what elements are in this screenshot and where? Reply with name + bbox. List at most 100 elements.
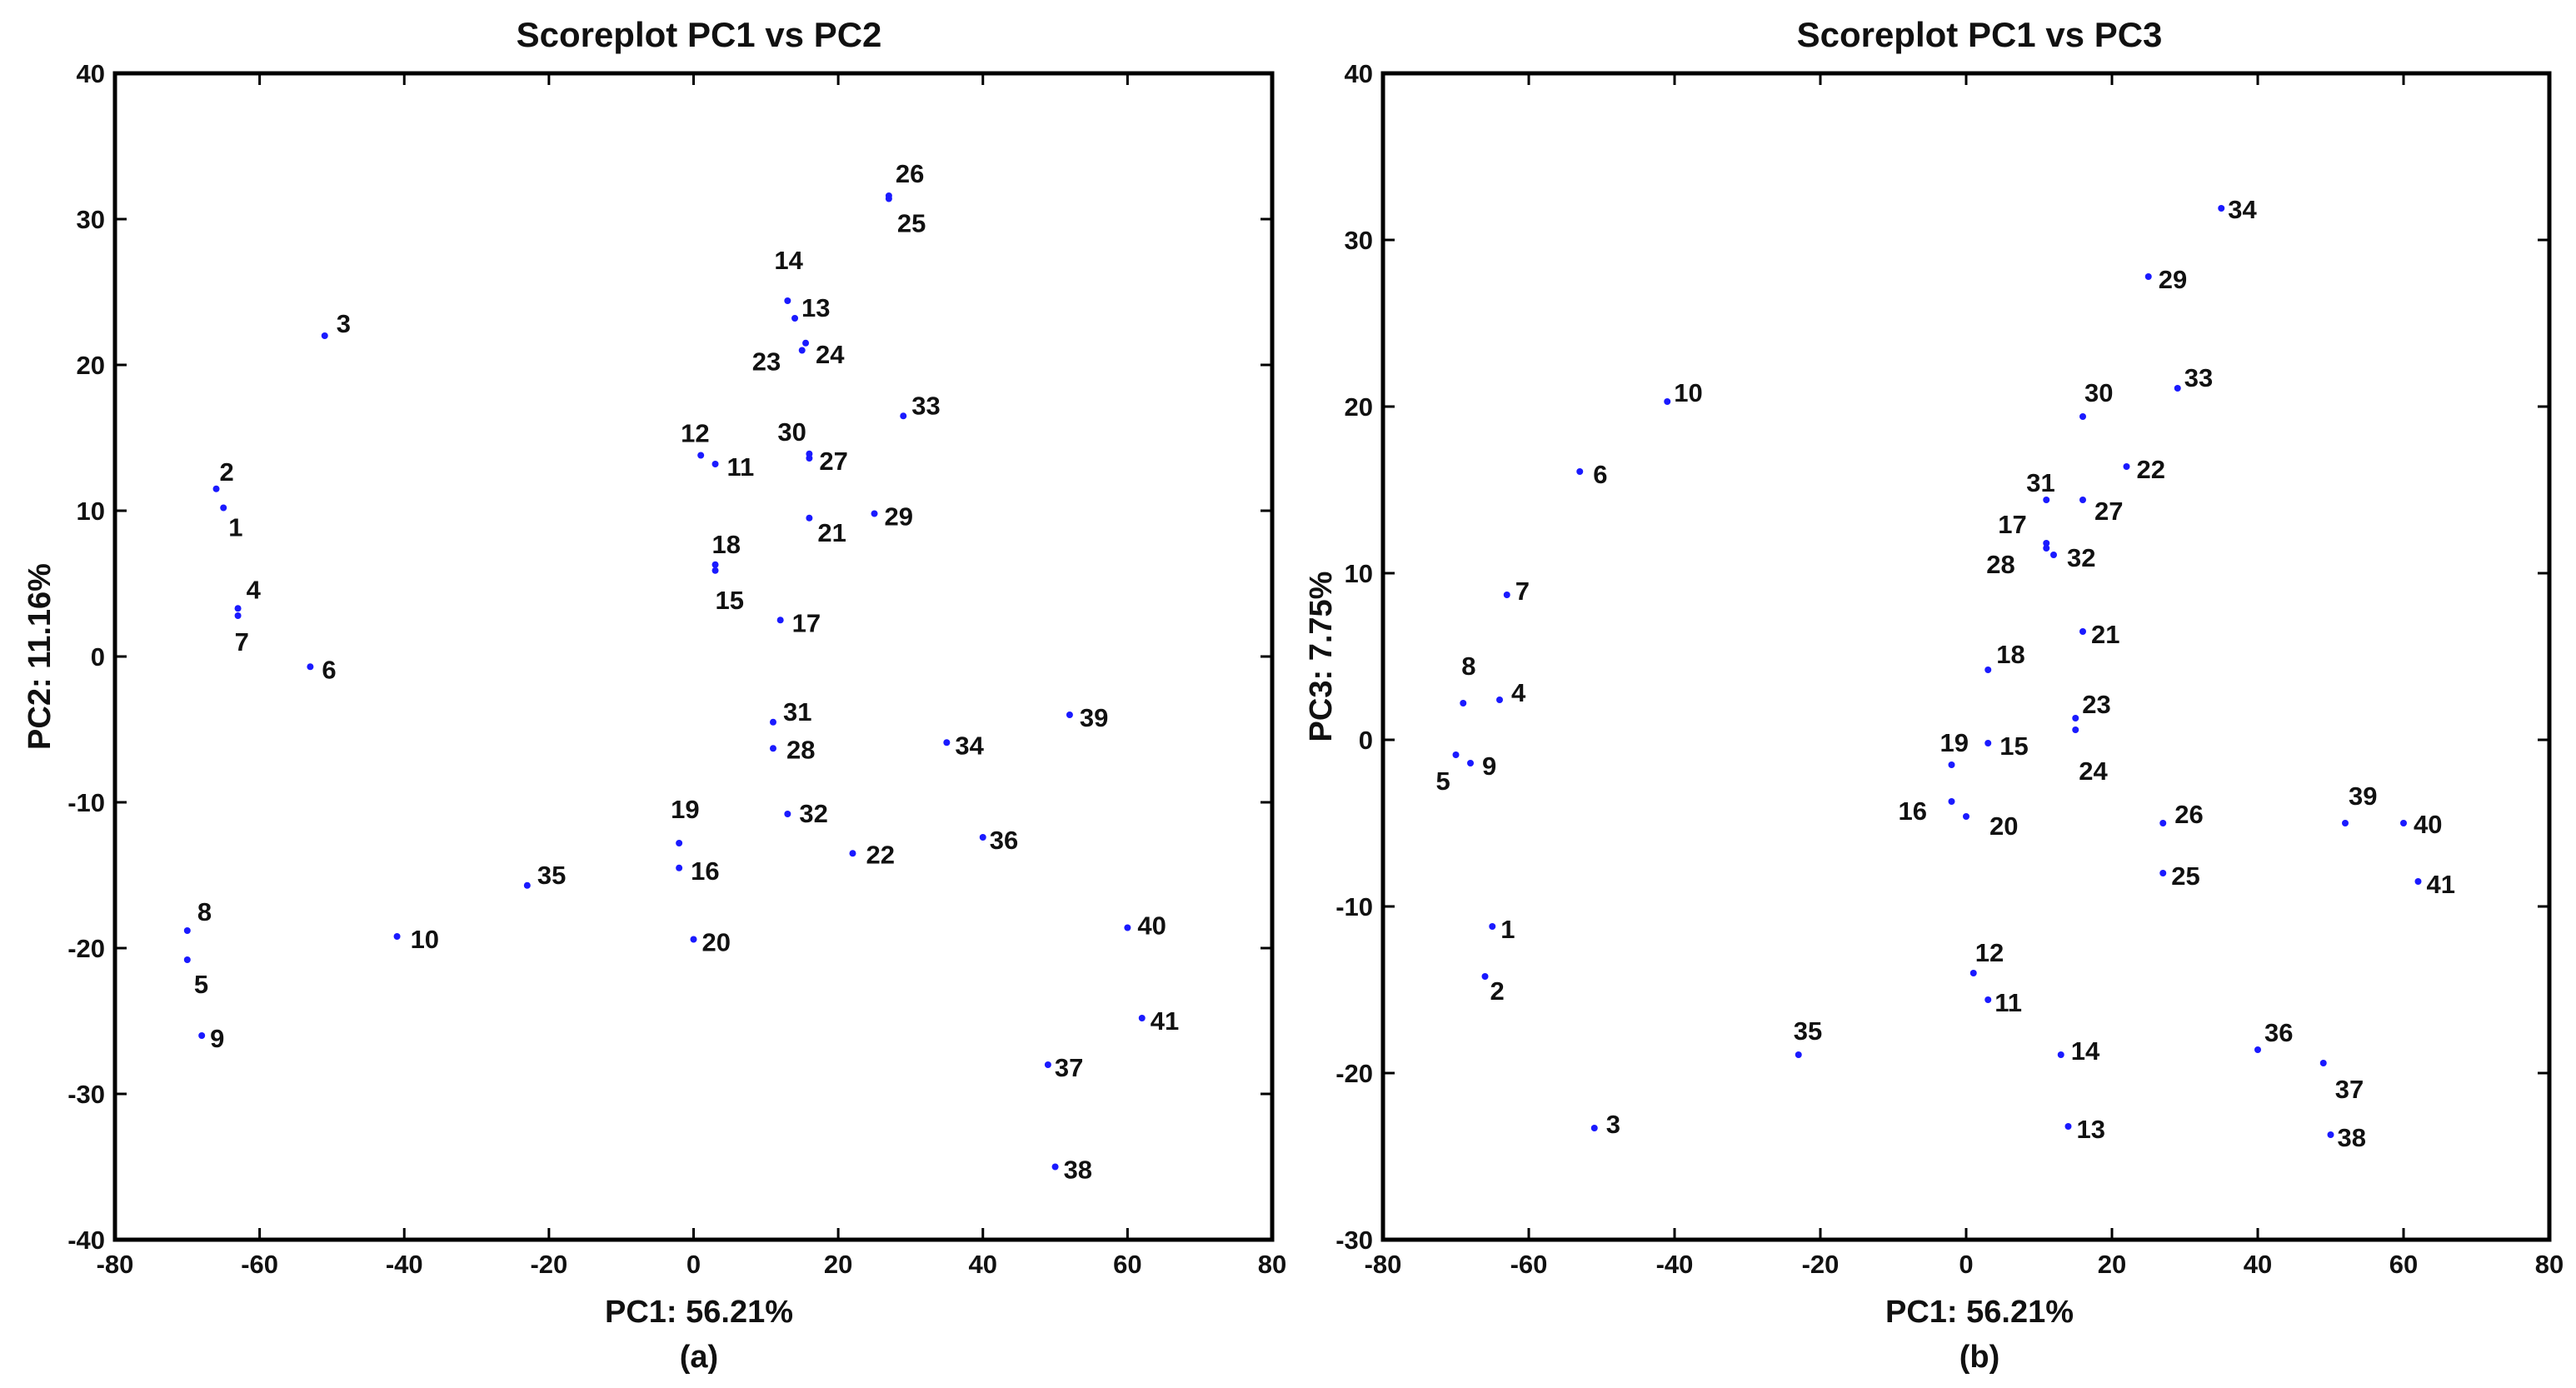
data-point-13 [2064,1123,2072,1130]
data-point-21 [2079,628,2086,635]
data-point-34 [2218,205,2225,212]
data-label-27: 27 [819,447,847,476]
data-label-20: 20 [1989,811,2018,841]
data-point-9 [198,1032,206,1039]
axis-ticks: -80 -60 -40 -20 0 20 40 60 80 -40 -30 -20 -10 0 10 20 30… [67,59,1286,1279]
data-point-26 [885,192,892,199]
data-label-12: 12 [1975,938,2004,967]
data-label-39: 39 [2349,781,2377,811]
data-point-21 [806,514,813,522]
data-point-38 [1051,1163,1059,1171]
data-label-22: 22 [2137,455,2165,484]
data-label-8: 8 [1461,652,1475,681]
data-label-29: 29 [885,502,913,532]
data-label-1: 1 [1500,915,1515,944]
data-label-38: 38 [1064,1156,1092,1185]
chart-title: Scoreplot PC1 vs PC3 [1797,15,2163,54]
data-label-20: 20 [702,928,731,957]
data-point-35 [1795,1051,1802,1058]
data-label-26: 26 [896,159,924,188]
data-point-18 [1984,667,1992,673]
data-point-14 [2057,1051,2064,1058]
data-label-6: 6 [322,655,336,684]
panel-caption: (a) [680,1340,718,1375]
data-label-17: 17 [1998,510,2026,539]
data-label-30: 30 [777,417,806,447]
data-point-29 [871,510,878,517]
data-label-14: 14 [2071,1036,2100,1066]
data-point-9 [1467,760,1474,766]
data-point-16 [1948,798,1955,805]
data-point-35 [523,881,531,889]
data-point-41 [2414,878,2422,885]
data-label-37: 37 [1055,1053,1083,1082]
data-label-1: 1 [228,513,242,542]
data-label-23: 23 [752,347,781,377]
data-label-30: 30 [2084,378,2113,407]
data-label-7: 7 [235,627,249,657]
data-point-2 [1481,973,1489,980]
data-point-6 [307,663,314,671]
data-label-34: 34 [2228,195,2257,224]
data-point-1 [220,504,227,512]
y-tick-label: -40 [67,1226,105,1255]
data-label-28: 28 [1986,550,2014,579]
data-label-13: 13 [2077,1115,2105,1144]
data-label-34: 34 [955,731,984,760]
y-tick-label: -20 [67,934,105,963]
x-tick-label: -40 [1656,1250,1694,1279]
data-label-15: 15 [716,586,744,615]
data-label-24: 24 [816,340,845,369]
y-tick-label: 30 [1345,226,1373,255]
x-tick-label: -80 [1365,1250,1402,1279]
data-point-8 [183,927,191,934]
data-label-5: 5 [1436,766,1450,796]
data-point-4 [234,605,242,612]
data-label-35: 35 [1794,1016,1822,1046]
data-point-40 [2400,820,2407,826]
data-label-9: 9 [1482,751,1496,781]
y-tick-label: 10 [1345,559,1373,588]
data-point-1 [1489,923,1496,930]
data-label-10: 10 [411,925,439,954]
data-point-31 [2043,497,2050,503]
data-label-4: 4 [247,575,262,604]
data-label-14: 14 [774,246,803,275]
data-point-39 [2342,820,2349,826]
data-point-18 [711,561,719,568]
data-label-33: 33 [911,391,940,420]
data-point-29 [2144,273,2152,280]
panel-caption: (b) [1959,1340,2000,1375]
data-point-7 [1503,592,1510,598]
data-point-8 [1460,700,1467,706]
y-axis-label: PC3: 7.75% [1304,572,1339,742]
y-tick-label: 30 [77,205,105,234]
data-point-32 [784,811,791,817]
data-label-32: 32 [2067,543,2095,572]
y-tick-label: 20 [1345,392,1373,422]
y-tick-label: -10 [1335,892,1373,921]
x-tick-label: 0 [1959,1250,1973,1279]
data-label-32: 32 [799,799,827,828]
data-label-25: 25 [897,209,926,238]
data-label-2: 2 [220,457,234,487]
data-label-25: 25 [2171,861,2199,891]
data-label-41: 41 [1151,1006,1179,1036]
data-point-37 [2319,1060,2327,1066]
data-point-38 [2327,1131,2334,1138]
x-tick-label: 40 [969,1250,997,1279]
data-point-23 [798,347,806,354]
x-tick-label: 80 [1258,1250,1286,1279]
data-point-28 [769,745,776,752]
data-label-38: 38 [2338,1123,2366,1152]
data-point-15 [1984,740,1992,746]
data-points: 1234567891011121314151617181920212223242… [1436,195,2455,1152]
data-point-16 [676,864,683,871]
x-tick-label: 40 [2244,1250,2272,1279]
data-label-26: 26 [2174,800,2203,829]
data-label-39: 39 [1080,703,1108,732]
data-point-17 [776,617,784,624]
x-tick-label: -80 [97,1250,134,1279]
y-tick-label: -30 [67,1080,105,1109]
data-label-36: 36 [2264,1018,2293,1047]
